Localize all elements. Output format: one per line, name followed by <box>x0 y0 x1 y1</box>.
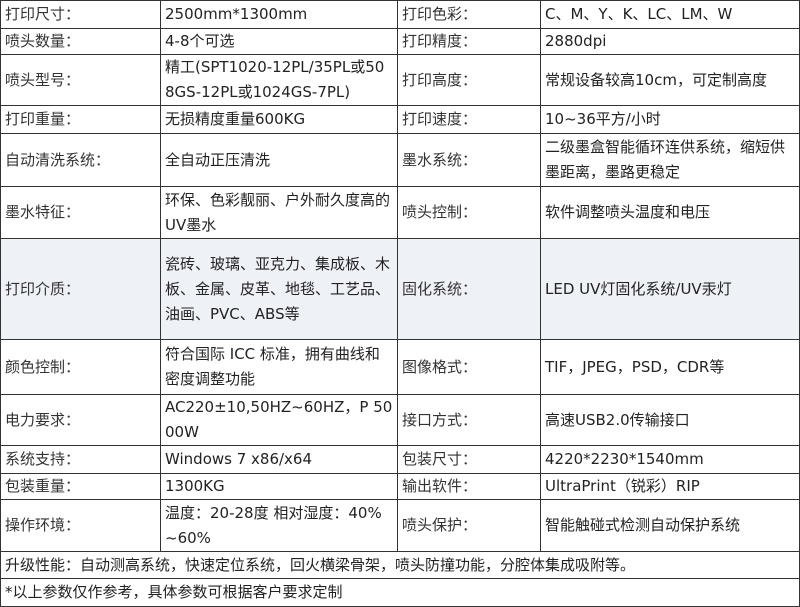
spec-row: 颜色控制： 符合国际 ICC 标准，拥有曲线和密度调整功能 图像格式： TIF，JPE… <box>0 339 800 395</box>
spec-value: 2500mm*1300mm <box>160 0 398 29</box>
spec-label: 打印重量： <box>0 105 161 134</box>
spec-label: 接口方式： <box>397 394 541 446</box>
spec-label: 打印色彩： <box>397 0 541 29</box>
spec-value: 符合国际 ICC 标准，拥有曲线和密度调整功能 <box>160 339 398 395</box>
spec-value: 全自动正压清洗 <box>160 133 398 187</box>
spec-label: 颜色控制： <box>0 339 161 395</box>
spec-label: 喷头保护： <box>397 499 541 552</box>
upgrade-row-text: 升级性能：自动测高系统，快速定位系统，回火横梁骨架，喷头防撞功能，分腔体集成吸附… <box>0 551 800 579</box>
spec-label: 系统支持： <box>0 445 161 474</box>
spec-label: 喷头控制： <box>397 186 541 239</box>
spec-row: 电力要求： AC220±10,50HZ~60HZ，P 5000W 接口方式： 高速US… <box>0 394 800 446</box>
spec-label: 包装重量： <box>0 473 161 500</box>
spec-label: 墨水特征： <box>0 186 161 239</box>
spec-row: 包装重量： 1300KG 输出软件： UltraPrint（锐彩）RIP <box>0 473 800 500</box>
spec-value: 无损精度重量600KG <box>160 105 398 134</box>
spec-value: TIF，JPEG，PSD，CDR等 <box>540 339 800 395</box>
spec-value: 温度：20-28度 相对湿度：40%~60% <box>160 499 398 552</box>
upgrade-row: 升级性能：自动测高系统，快速定位系统，回火横梁骨架，喷头防撞功能，分腔体集成吸附… <box>0 551 800 579</box>
spec-value: UltraPrint（锐彩）RIP <box>540 473 800 500</box>
spec-value: AC220±10,50HZ~60HZ，P 5000W <box>160 394 398 446</box>
spec-value: C、M、Y、K、LC、LM、W <box>540 0 800 29</box>
spec-row: 自动清洗系统： 全自动正压清洗 墨水系统： 二级墨盒智能循环连供系统，缩短供墨距离，墨… <box>0 133 800 187</box>
spec-value: Windows 7 x86/x64 <box>160 445 398 474</box>
spec-label: 打印尺寸： <box>0 0 161 29</box>
spec-row: 喷头数量： 4-8个可选 打印精度： 2880dpi <box>0 28 800 55</box>
note-row: *以上参数仅作参考，具体参数可根据客户要求定制 <box>0 578 800 607</box>
spec-label: 打印速度： <box>397 105 541 134</box>
spec-label: 打印介质： <box>0 238 161 340</box>
spec-label: 打印高度： <box>397 54 541 106</box>
spec-label: 墨水系统： <box>397 133 541 187</box>
spec-row: 喷头型号： 精工(SPT1020-12PL/35PL或508GS-12PL或102… <box>0 54 800 106</box>
spec-label: 输出软件： <box>397 473 541 500</box>
spec-value: LED UV灯固化系统/UV汞灯 <box>540 238 800 340</box>
spec-row: 墨水特征： 环保、色彩靓丽、户外耐久度高的UV墨水 喷头控制： 软件调整喷头温度和电压 <box>0 186 800 239</box>
spec-row: 打印重量： 无损精度重量600KG 打印速度： 10~36平方/小时 <box>0 105 800 134</box>
spec-value: 软件调整喷头温度和电压 <box>540 186 800 239</box>
spec-value: 瓷砖、玻璃、亚克力、集成板、木板、金属、皮革、地毯、工艺品、油画、PVC、ABS… <box>160 238 398 340</box>
spec-row: 打印介质： 瓷砖、玻璃、亚克力、集成板、木板、金属、皮革、地毯、工艺品、油画、PV… <box>0 238 800 340</box>
note-row-text: *以上参数仅作参考，具体参数可根据客户要求定制 <box>0 578 800 607</box>
spec-label: 操作环境： <box>0 499 161 552</box>
spec-value: 精工(SPT1020-12PL/35PL或508GS-12PL或1024GS-7… <box>160 54 398 106</box>
spec-value: 二级墨盒智能循环连供系统，缩短供墨距离，墨路更稳定 <box>540 133 800 187</box>
spec-label: 喷头型号： <box>0 54 161 106</box>
spec-value: 4-8个可选 <box>160 28 398 55</box>
spec-row: 操作环境： 温度：20-28度 相对湿度：40%~60% 喷头保护： 智能触碰式检测自… <box>0 499 800 552</box>
spec-row: 打印尺寸： 2500mm*1300mm 打印色彩： C、M、Y、K、LC、LM、W <box>0 0 800 29</box>
spec-row: 系统支持： Windows 7 x86/x64 包装尺寸： 4220*2230*154… <box>0 445 800 474</box>
spec-value: 10~36平方/小时 <box>540 105 800 134</box>
spec-value: 2880dpi <box>540 28 800 55</box>
spec-label: 喷头数量： <box>0 28 161 55</box>
spec-label: 电力要求： <box>0 394 161 446</box>
spec-label: 自动清洗系统： <box>0 133 161 187</box>
spec-value: 4220*2230*1540mm <box>540 445 800 474</box>
spec-value: 1300KG <box>160 473 398 500</box>
spec-label: 打印精度： <box>397 28 541 55</box>
spec-label: 图像格式： <box>397 339 541 395</box>
spec-value: 常规设备较高10cm，可定制高度 <box>540 54 800 106</box>
spec-value: 智能触碰式检测自动保护系统 <box>540 499 800 552</box>
spec-label: 固化系统： <box>397 238 541 340</box>
spec-value: 高速USB2.0传输接口 <box>540 394 800 446</box>
spec-label: 包装尺寸： <box>397 445 541 474</box>
spec-value: 环保、色彩靓丽、户外耐久度高的UV墨水 <box>160 186 398 239</box>
